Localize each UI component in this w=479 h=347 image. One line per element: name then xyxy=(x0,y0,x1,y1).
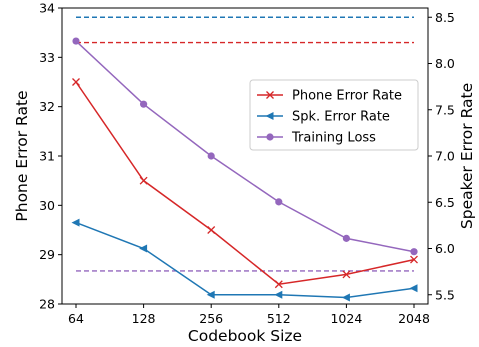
right-y-axis: 5.5 6.0 6.5 7.0 7.5 8.0 8.5 xyxy=(428,10,455,302)
data-point xyxy=(409,284,418,293)
data-point xyxy=(139,244,148,253)
data-point xyxy=(140,100,148,108)
data-point xyxy=(207,152,215,160)
data-point xyxy=(207,226,216,234)
marker-stroke xyxy=(266,91,274,99)
left-y-tick-label: 28 xyxy=(39,297,55,312)
right-y-tick-label: 7.5 xyxy=(435,102,455,117)
reference-lines xyxy=(76,16,414,272)
right-y-tick-label: 6.5 xyxy=(435,195,455,210)
marker-stroke xyxy=(274,280,283,289)
x-axis-title: Codebook Size xyxy=(188,327,302,345)
legend-label: Training Loss xyxy=(291,131,376,146)
series-line xyxy=(75,81,415,286)
left-y-tick-label: 30 xyxy=(39,198,55,213)
x-tick-label: 1024 xyxy=(330,311,362,326)
series-line xyxy=(75,40,415,253)
x-tick-label: 512 xyxy=(267,311,291,326)
legend-items: Phone Error Rate Spk. Error Rate Training … xyxy=(257,89,402,146)
marker-stroke xyxy=(410,255,418,264)
legend: Phone Error Rate Spk. Error Rate Training … xyxy=(249,79,419,151)
right-y-tick-label: 7.0 xyxy=(435,149,455,164)
data-point xyxy=(72,37,80,45)
data-point xyxy=(275,198,283,206)
right-y-tick-label: 8.5 xyxy=(435,10,455,25)
marker-stroke xyxy=(72,78,80,86)
left-y-axis-title: Phone Error Rate xyxy=(13,90,31,221)
left-y-axis: 28 29 30 31 32 33 34 xyxy=(39,1,62,312)
legend-marker xyxy=(265,112,274,120)
series-line xyxy=(75,221,415,299)
x-tick-label: 128 xyxy=(132,311,156,326)
series-layer xyxy=(71,37,418,302)
x-tick-label: 256 xyxy=(199,311,223,326)
legend-label: Phone Error Rate xyxy=(292,89,402,104)
x-tick-label: 64 xyxy=(68,311,84,326)
data-point xyxy=(274,280,283,289)
right-y-axis-title: Speaker Error Rate xyxy=(458,83,476,229)
right-y-tick-label: 6.0 xyxy=(435,241,455,256)
legend-marker xyxy=(266,133,274,141)
right-y-tick-label: 5.5 xyxy=(435,287,455,302)
left-y-tick-label: 31 xyxy=(39,149,55,164)
legend-marker xyxy=(266,91,274,99)
data-point xyxy=(71,218,80,227)
data-point xyxy=(410,248,418,256)
data-point xyxy=(342,234,350,242)
marker-stroke xyxy=(207,226,216,234)
right-y-tick-label: 8.0 xyxy=(435,56,455,71)
left-y-tick-label: 33 xyxy=(39,50,55,65)
x-axis: 64 128 256 512 1024 2048 xyxy=(68,304,430,326)
data-point xyxy=(342,270,351,279)
left-y-tick-label: 34 xyxy=(39,1,55,16)
data-point xyxy=(274,290,283,299)
marker-stroke xyxy=(139,176,148,185)
marker-stroke xyxy=(342,270,351,279)
legend-label: Spk. Error Rate xyxy=(292,110,390,125)
left-y-tick-label: 29 xyxy=(39,247,55,262)
x-tick-label: 2048 xyxy=(398,311,430,326)
data-point xyxy=(206,290,215,299)
data-point xyxy=(139,176,148,185)
left-y-tick-label: 32 xyxy=(39,99,55,114)
plot-area xyxy=(62,8,428,304)
data-point xyxy=(341,293,350,302)
data-point xyxy=(72,78,80,86)
legend-box xyxy=(249,79,419,151)
data-point xyxy=(410,255,418,264)
